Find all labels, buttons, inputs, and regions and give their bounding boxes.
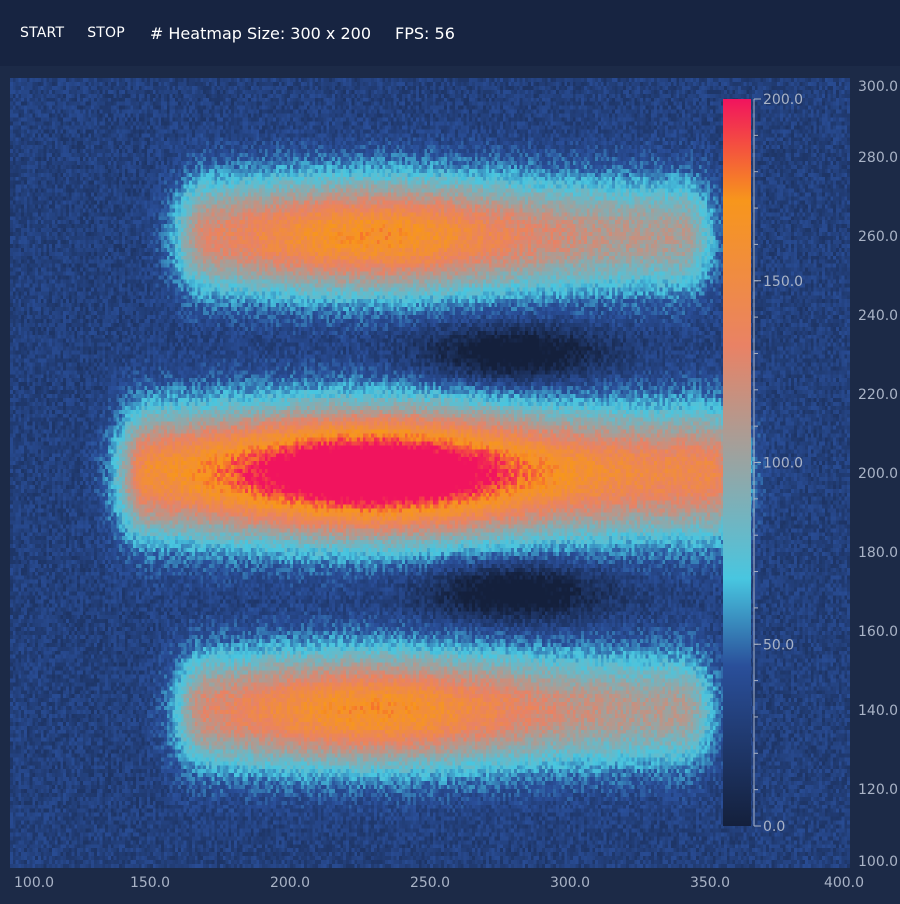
y-tick-label: 300.0 [858, 79, 898, 95]
toolbar: START STOP # Heatmap Size: 300 x 200 FPS… [0, 0, 900, 66]
colorbar-tick-label: 0.0 [763, 819, 785, 835]
x-tick-label: 150.0 [130, 875, 170, 891]
y-tick-label: 200.0 [858, 466, 898, 482]
y-tick-label: 260.0 [858, 229, 898, 245]
colorbar-tick-label: 200.0 [763, 92, 803, 108]
y-tick-label: 280.0 [858, 150, 898, 166]
y-tick-label: 120.0 [858, 782, 898, 798]
y-axis: 100.0 120.0 140.0 160.0 180.0 200.0 220.0 240.0… [858, 79, 898, 870]
x-tick-label: 350.0 [690, 875, 730, 891]
heatmap-image [10, 78, 850, 868]
heatmap-chart[interactable]: 0.0 50.0 100.0 150.0 200.0 100.0 150.0 200.0 25… [0, 66, 900, 900]
y-tick-label: 240.0 [858, 308, 898, 324]
colorbar-gradient [723, 99, 751, 826]
y-tick-label: 140.0 [858, 703, 898, 719]
colorbar: 0.0 50.0 100.0 150.0 200.0 [723, 92, 803, 835]
colorbar-tick-label: 100.0 [763, 456, 803, 472]
y-tick-label: 180.0 [858, 545, 898, 561]
heatmap-size-label: # Heatmap Size: 300 x 200 [149, 23, 372, 43]
colorbar-tick-label: 150.0 [763, 274, 803, 290]
x-tick-label: 250.0 [410, 875, 450, 891]
stop-button[interactable]: STOP [87, 25, 125, 41]
x-tick-label: 400.0 [824, 875, 864, 891]
start-button[interactable]: START [20, 25, 65, 41]
x-axis: 100.0 150.0 200.0 250.0 300.0 350.0 400.0 [14, 875, 864, 891]
chart-panel: 0.0 50.0 100.0 150.0 200.0 100.0 150.0 200.0 25… [0, 66, 900, 900]
y-tick-label: 220.0 [858, 387, 898, 403]
fps-label: FPS: 56 [395, 23, 455, 43]
x-tick-label: 200.0 [270, 875, 310, 891]
x-tick-label: 100.0 [14, 875, 54, 891]
y-tick-label: 160.0 [858, 624, 898, 640]
heatmap-plot-area [10, 78, 850, 868]
y-tick-label: 100.0 [858, 854, 898, 870]
x-tick-label: 300.0 [550, 875, 590, 891]
colorbar-tick-label: 50.0 [763, 637, 794, 653]
